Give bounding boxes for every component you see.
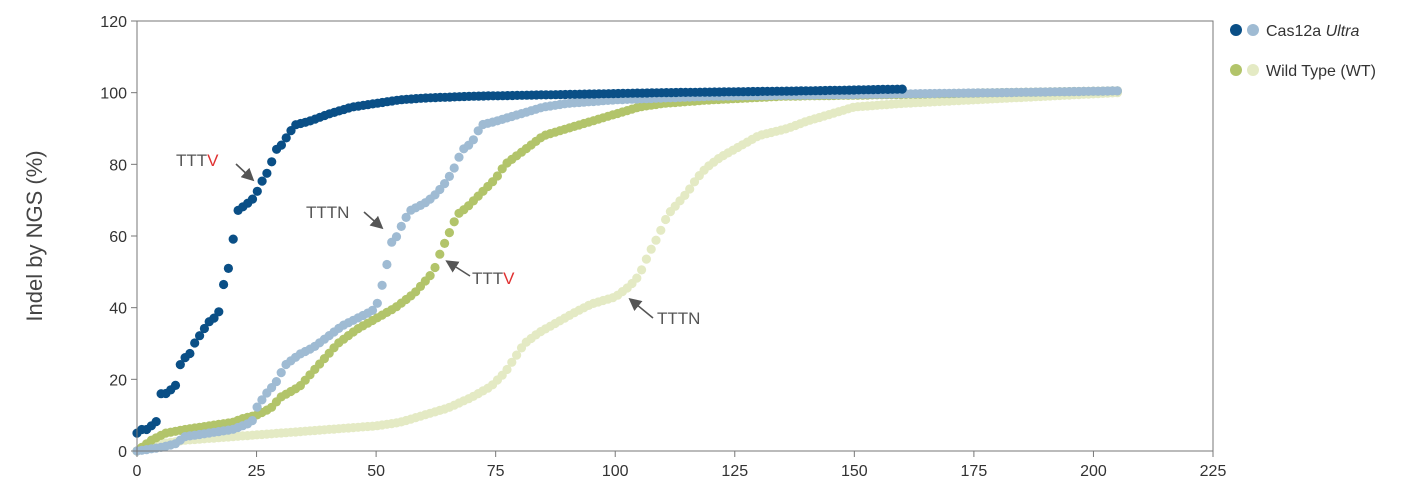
- data-point: [440, 238, 450, 248]
- data-point: [262, 168, 272, 178]
- data-point: [435, 249, 445, 259]
- x-tick-label: 25: [248, 463, 266, 480]
- data-point: [223, 263, 233, 273]
- data-point: [651, 235, 661, 245]
- data-point: [271, 377, 281, 387]
- legend-marker: [1230, 64, 1242, 76]
- data-point: [367, 305, 378, 315]
- legend-marker: [1247, 24, 1259, 36]
- data-point: [637, 265, 647, 275]
- data-point: [257, 176, 267, 186]
- x-tick-label: 75: [487, 463, 505, 480]
- data-point: [689, 177, 700, 187]
- annotation-label: TTTN: [306, 203, 349, 222]
- data-point: [276, 140, 286, 150]
- y-tick-label: 0: [118, 444, 127, 461]
- data-point: [449, 163, 459, 173]
- annotation-label: TTTN: [657, 309, 700, 328]
- data-point: [511, 350, 522, 360]
- x-tick-label: 150: [841, 463, 868, 480]
- data-point: [444, 228, 454, 238]
- annotation-label: TTTV: [176, 151, 219, 170]
- y-tick-label: 20: [109, 372, 127, 389]
- data-point: [228, 234, 238, 244]
- data-point: [656, 225, 666, 235]
- data-point: [276, 368, 286, 378]
- data-point: [646, 244, 656, 254]
- y-tick-label: 120: [100, 14, 127, 31]
- data-point: [267, 157, 277, 167]
- data-point: [257, 395, 267, 405]
- y-tick-label: 60: [109, 229, 127, 246]
- data-point: [492, 171, 502, 181]
- legend-marker: [1247, 64, 1259, 76]
- data-point: [685, 184, 695, 194]
- data-point: [473, 126, 483, 136]
- y-axis-label: Indel by NGS (%): [22, 150, 47, 321]
- data-point: [209, 313, 219, 323]
- data-point: [440, 179, 450, 189]
- data-point: [382, 259, 392, 270]
- data-point: [219, 279, 229, 290]
- data-point: [247, 416, 257, 426]
- data-point: [444, 171, 454, 181]
- legend-label: Wild Type (WT): [1266, 63, 1376, 80]
- legend: Cas12a Ultra Wild Type (WT): [1230, 23, 1376, 80]
- data-point: [468, 135, 478, 145]
- data-point: [372, 298, 382, 308]
- annotation-arrow: [235, 163, 255, 182]
- data-point: [449, 217, 459, 227]
- x-tick-label: 100: [602, 463, 629, 480]
- annotation-arrow: [445, 260, 471, 277]
- axes-layer: 0 25 50 75 100 125 150 175 200 225 0 20 40 60 80 100 120: [100, 14, 1226, 480]
- series-layer: [132, 84, 1122, 456]
- data-point: [632, 273, 642, 283]
- series-0: [132, 84, 907, 438]
- x-tick-label: 50: [367, 463, 385, 480]
- data-point: [252, 186, 262, 196]
- data-point: [175, 360, 185, 370]
- y-tick-label: 100: [100, 86, 127, 103]
- data-point: [281, 133, 291, 143]
- data-point: [425, 271, 435, 281]
- data-point: [170, 380, 181, 390]
- y-tick-label: 80: [109, 157, 127, 174]
- data-point: [391, 232, 402, 242]
- x-tick-label: 125: [721, 463, 748, 480]
- data-point: [247, 194, 258, 204]
- annotation-label: TTTV: [472, 269, 515, 288]
- data-point: [897, 84, 907, 94]
- data-point: [502, 364, 512, 375]
- x-tick-label: 175: [961, 463, 988, 480]
- data-point: [454, 152, 464, 162]
- data-point: [190, 338, 200, 348]
- data-point: [199, 323, 209, 334]
- data-point: [661, 214, 671, 225]
- legend-marker: [1230, 24, 1242, 36]
- data-point: [195, 331, 205, 341]
- x-tick-label: 200: [1080, 463, 1107, 480]
- data-point: [430, 262, 440, 273]
- annotation-arrow: [628, 297, 654, 319]
- x-tick-label: 225: [1200, 463, 1227, 480]
- data-point: [214, 307, 224, 317]
- y-tick-label: 40: [109, 301, 127, 318]
- annotation-arrow: [363, 211, 384, 230]
- x-tick-label: 0: [133, 463, 142, 480]
- annotations: TTTV TTTN TTTV TTTN: [176, 151, 700, 328]
- data-point: [507, 357, 517, 367]
- data-point: [396, 221, 406, 231]
- data-point: [377, 280, 387, 290]
- legend-label: Cas12a Ultra: [1266, 23, 1359, 40]
- data-point: [252, 402, 262, 412]
- data-point: [151, 417, 161, 427]
- data-point: [185, 348, 195, 359]
- data-point: [641, 254, 652, 264]
- data-point: [680, 190, 690, 200]
- data-point: [401, 212, 411, 222]
- data-point: [1112, 86, 1122, 96]
